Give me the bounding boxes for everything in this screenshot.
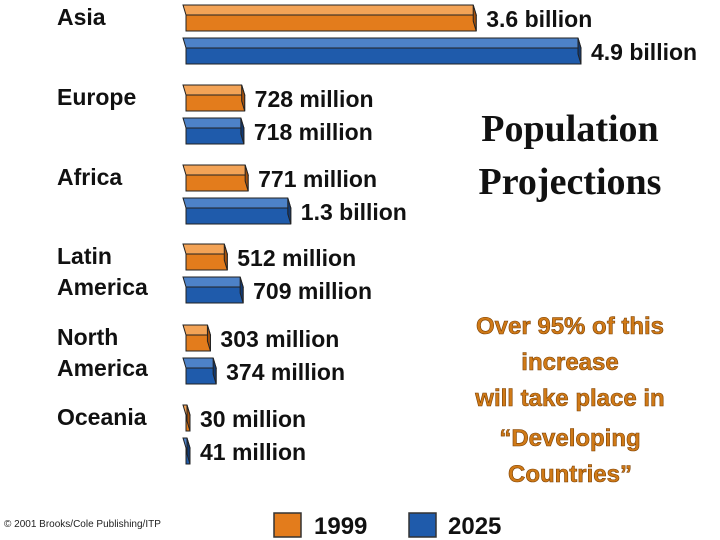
value-label-latin-america-2025: 709 million <box>253 278 372 304</box>
title-line-1: Population <box>481 108 658 150</box>
bar-latin-america-1999 <box>182 243 228 271</box>
legend-swatch-2025 <box>408 512 437 538</box>
value-label-north-america-2025: 374 million <box>226 359 345 385</box>
bars-group <box>182 4 582 465</box>
bar-oceania-2025 <box>182 437 191 465</box>
legend-label-1999: 1999 <box>314 513 367 540</box>
bar-europe-2025 <box>182 117 245 145</box>
value-label-latin-america-1999: 512 million <box>237 245 356 271</box>
region-label-north-america-line-1: North <box>57 324 118 350</box>
title-line-2: Projections <box>479 161 662 203</box>
region-label-latin-america-line-1: Latin <box>57 243 112 269</box>
note: Over 95% of this increase will take plac… <box>474 313 665 489</box>
legend: 1999 2025 <box>273 512 501 540</box>
value-label-asia-2025: 4.9 billion <box>591 39 697 65</box>
bar-asia-1999 <box>182 4 477 32</box>
bar-north-america-1999 <box>182 324 212 352</box>
note-line-3: will take place in <box>474 385 664 412</box>
region-labels: Asia Europe Africa Latin America North America… <box>57 4 148 430</box>
value-label-africa-2025: 1.3 billion <box>301 199 407 225</box>
note-line-5: Countries” <box>508 461 632 488</box>
legend-swatch-1999 <box>273 512 302 538</box>
note-line-2: increase <box>521 349 618 376</box>
bar-north-america-2025 <box>182 357 217 385</box>
note-line-4: “Developing <box>499 425 640 452</box>
value-label-asia-1999: 3.6 billion <box>486 6 592 32</box>
region-label-latin-america-line-2: America <box>57 274 148 300</box>
value-label-europe-1999: 728 million <box>255 86 374 112</box>
region-label-asia: Asia <box>57 4 106 30</box>
value-label-europe-2025: 718 million <box>254 119 373 145</box>
bar-latin-america-2025 <box>182 276 244 304</box>
value-label-north-america-1999: 303 million <box>220 326 339 352</box>
bar-asia-2025 <box>182 37 582 65</box>
bar-africa-2025 <box>182 197 292 225</box>
region-label-oceania: Oceania <box>57 404 147 430</box>
value-labels: 3.6 billion 4.9 billion 728 million 718 mil… <box>200 6 697 465</box>
value-label-oceania-2025: 41 million <box>200 439 306 465</box>
copyright-credit: © 2001 Brooks/Cole Publishing/ITP <box>4 519 161 530</box>
note-line-1: Over 95% of this <box>476 313 664 340</box>
legend-label-2025: 2025 <box>448 513 501 540</box>
value-label-oceania-1999: 30 million <box>200 406 306 432</box>
bar-oceania-1999 <box>182 404 191 432</box>
region-label-africa: Africa <box>57 164 122 190</box>
region-label-north-america-line-2: America <box>57 355 148 381</box>
value-label-africa-1999: 771 million <box>258 166 377 192</box>
bar-africa-1999 <box>182 164 249 192</box>
region-label-europe: Europe <box>57 84 136 110</box>
bar-europe-1999 <box>182 84 246 112</box>
